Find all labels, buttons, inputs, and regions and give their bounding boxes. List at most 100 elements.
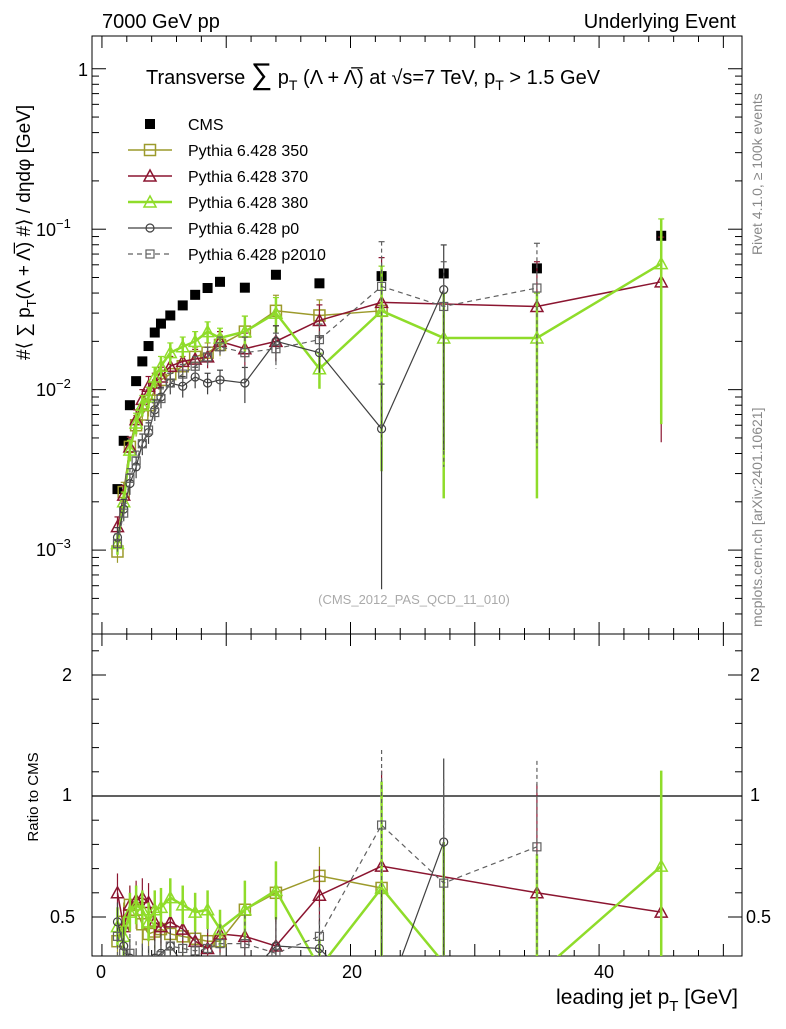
ratio-point-pythia-6-428-p0 [241, 974, 249, 982]
ratio-point-pythia-6-428-380 [268, 882, 284, 897]
point-pythia-6-428-p2010 [190, 361, 200, 371]
ratio-point-pythia-6-428-370 [237, 928, 253, 943]
ratio-point-pythia-6-428-p2010 [138, 959, 146, 967]
svg-text:Rivet 4.1.0, ≥ 100k events: Rivet 4.1.0, ≥ 100k events [749, 93, 765, 255]
ytick-label-1: 1 [78, 60, 88, 80]
point-cms [177, 300, 188, 311]
ratio-point-pythia-6-428-p0 [138, 959, 146, 967]
point-pythia-6-428-p2010 [202, 352, 213, 362]
point-cms [202, 283, 213, 294]
ratio-point-pythia-6-428-p2010 [165, 941, 175, 951]
side-text-bottom: mcplots.cern.ch [arXiv:2401.10621] [749, 408, 765, 627]
point-pythia-6-428-380 [175, 339, 190, 353]
point-pythia-6-428-p2010 [271, 344, 281, 354]
legend-label-pythia-6-428-370: Pythia 6.428 370 [188, 169, 308, 186]
xtick-labels: 0 20 40 [96, 962, 614, 982]
point-pythia-6-428-p2010 [131, 456, 141, 466]
point-pythia-6-428-p0 [131, 462, 141, 472]
legend-marker-cms [145, 119, 155, 129]
ratio-point-pythia-6-428-p0 [125, 953, 134, 956]
legend-label-pythia-6-428-p2010: Pythia 6.428 p2010 [188, 247, 326, 264]
series-line-pythia-6-428-p2010 [116, 285, 538, 544]
point-pythia-6-428-p2010 [119, 508, 129, 518]
point-pythia-6-428-p2010 [314, 335, 325, 345]
ratio-point-pythia-6-428-p2010 [202, 943, 213, 954]
point-pythia-6-428-380 [374, 303, 389, 317]
point-pythia-6-428-p2010 [112, 538, 123, 549]
legend-label-pythia-6-428-350: Pythia 6.428 350 [188, 143, 308, 160]
point-pythia-6-428-380 [122, 442, 138, 456]
point-pythia-6-428-p2010 [240, 348, 250, 358]
ratio-point-pythia-6-428-380 [187, 904, 203, 918]
ratio-point-pythia-6-428-p0 [191, 959, 199, 967]
ratio-point-pythia-6-428-370 [175, 921, 190, 935]
ratio-ytick-label-0.5: 0.5 [50, 907, 75, 927]
ratio-point-pythia-6-428-p0 [150, 953, 159, 956]
legend-marker-pythia-6-428-p2010 [145, 249, 155, 259]
point-cms [137, 356, 148, 367]
xtick-label-20: 20 [342, 962, 362, 982]
ratio-line-pythia-6-428-p0 [116, 841, 445, 956]
point-pythia-6-428-380 [153, 358, 169, 372]
ratio-line-pythia-6-428-380 [116, 865, 663, 956]
point-pythia-6-428-p2010 [137, 439, 147, 449]
point-pythia-6-428-p0 [271, 336, 281, 346]
xtick-label-0: 0 [96, 962, 106, 982]
main-series-layer [110, 218, 669, 590]
point-cms [215, 276, 226, 287]
xaxis-label: leading jet pT [GeV] [556, 986, 738, 1015]
point-cms [143, 341, 154, 352]
ratio-point-pythia-6-428-380 [200, 902, 215, 916]
series-line-pythia-6-428-370 [116, 281, 662, 527]
legend-marker-pythia-6-428-370 [142, 168, 158, 182]
point-cms [165, 310, 176, 321]
ratio-point-pythia-6-428-380 [128, 897, 144, 911]
ratio-point-pythia-6-428-p2010 [240, 939, 250, 949]
ratio-point-pythia-6-428-p2010 [156, 951, 166, 956]
ratio-point-pythia-6-428-p2010 [190, 946, 200, 956]
ratio-point-pythia-6-428-p2010 [532, 842, 542, 852]
point-pythia-6-428-p2010 [215, 342, 225, 352]
watermark-text: (CMS_2012_PAS_QCD_11_010) [318, 592, 510, 607]
ratio-point-pythia-6-428-p2010 [215, 939, 225, 949]
legend-label-cms: CMS [188, 117, 224, 134]
ratio-ytick-label-1-right: 1 [750, 785, 760, 805]
ratio-ylabel: Ratio to CMS [25, 752, 42, 841]
svg-text:mcplots.cern.ch [arXiv:2401.10: mcplots.cern.ch [arXiv:2401.10621] [749, 408, 765, 627]
legend-marker-pythia-6-428-p0 [145, 223, 155, 233]
ratio-point-pythia-6-428-p0 [378, 1007, 386, 1015]
point-pythia-6-428-p2010 [143, 425, 154, 435]
series-line-pythia-6-428-380 [116, 262, 662, 544]
main-ytick-labels: 10−3 10−2 10−1 1 [36, 60, 88, 560]
point-pythia-6-428-380 [200, 324, 215, 338]
point-cms [155, 318, 166, 329]
point-pythia-6-428-380 [163, 345, 178, 359]
point-pythia-6-428-p2010 [156, 393, 166, 404]
main-axis-ticks [92, 36, 742, 635]
ratio-point-pythia-6-428-370 [312, 887, 327, 901]
ratio-point-pythia-6-428-p0 [204, 971, 212, 979]
ratio-point-pythia-6-428-p2010 [314, 931, 325, 941]
point-cms [131, 376, 142, 387]
ratio-point-pythia-6-428-380 [153, 899, 169, 914]
ratio-point-pythia-6-428-p0 [216, 974, 224, 982]
point-pythia-6-428-380 [147, 369, 163, 383]
point-pythia-6-428-p2010 [150, 407, 160, 418]
svg-text:Ratio to CMS: Ratio to CMS [25, 752, 42, 841]
ratio-axis-ticks [92, 634, 742, 956]
xtick-label-40: 40 [594, 962, 614, 982]
point-pythia-6-428-380 [128, 415, 144, 429]
point-pythia-6-428-p2010 [125, 473, 135, 483]
ratio-point-pythia-6-428-p2010 [376, 820, 387, 830]
main-title: Transverse ∑ pT (Λ + Λ̅) at √s=7 TeV, pT… [146, 58, 601, 93]
ratio-point-pythia-6-428-p0 [179, 959, 187, 967]
ratio-point-pythia-6-428-380 [135, 902, 150, 916]
ratio-point-pythia-6-428-p2010 [178, 943, 188, 954]
point-cms [314, 278, 325, 289]
point-cms [149, 327, 160, 338]
point-pythia-6-428-380 [141, 389, 156, 403]
ratio-point-pythia-6-428-p2010 [131, 955, 141, 956]
point-pythia-6-428-p2010 [165, 378, 175, 388]
ratio-ytick-label-2-right: 2 [750, 665, 760, 685]
